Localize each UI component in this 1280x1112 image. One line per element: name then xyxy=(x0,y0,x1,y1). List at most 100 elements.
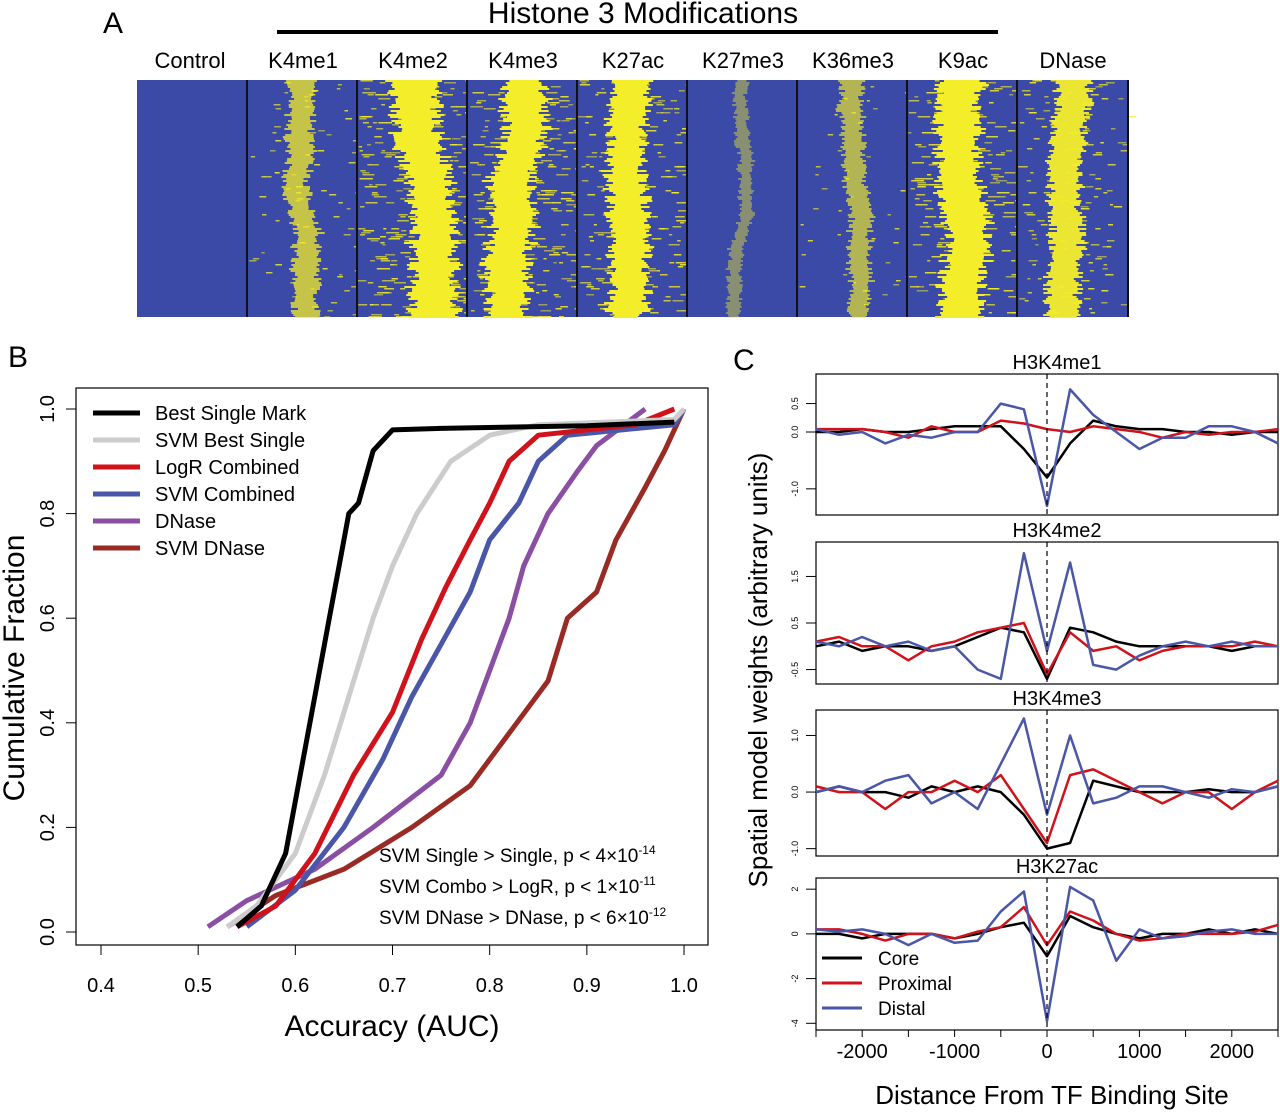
signal-speckle xyxy=(994,126,1007,128)
signal-speckle xyxy=(397,160,410,162)
signal-band xyxy=(617,288,645,290)
signal-speckle xyxy=(1002,202,1015,204)
signal-speckle xyxy=(853,282,857,284)
signal-speckle xyxy=(358,280,367,282)
signal-band xyxy=(288,202,309,204)
signal-speckle xyxy=(1021,90,1031,92)
signal-speckle xyxy=(1073,288,1083,290)
signal-speckle xyxy=(442,274,447,276)
signal-band xyxy=(506,150,539,152)
signal-band xyxy=(487,282,527,284)
signal-band xyxy=(943,124,975,126)
signal-speckle xyxy=(430,126,434,128)
signal-speckle xyxy=(1041,126,1048,128)
signal-band xyxy=(291,258,321,260)
signal-band xyxy=(486,226,541,228)
signal-band xyxy=(734,144,751,146)
signal-band xyxy=(946,218,986,220)
signal-band xyxy=(947,296,979,298)
signal-band xyxy=(842,142,867,144)
signal-band xyxy=(410,222,458,224)
signal-speckle xyxy=(1049,234,1057,236)
signal-speckle xyxy=(542,194,555,196)
signal-speckle xyxy=(1106,190,1113,192)
signal-speckle xyxy=(599,156,603,158)
signal-band xyxy=(1045,174,1083,176)
signal-band xyxy=(851,264,867,266)
signal-speckle xyxy=(617,144,624,146)
signal-speckle xyxy=(939,112,946,114)
signal-speckle xyxy=(991,174,1000,176)
signal-band xyxy=(503,158,534,160)
signal-speckle xyxy=(514,106,523,108)
signal-speckle xyxy=(1027,148,1033,150)
signal-band xyxy=(737,136,749,138)
signal-band xyxy=(842,122,863,124)
signal-band xyxy=(939,170,979,172)
signal-speckle xyxy=(1089,270,1094,272)
signal-speckle xyxy=(971,112,980,114)
signal-band xyxy=(1051,136,1085,138)
y-tick-label: 0.0 xyxy=(37,918,59,946)
signal-speckle xyxy=(370,164,379,166)
signal-band xyxy=(609,210,644,212)
signal-speckle xyxy=(629,190,640,192)
signal-speckle xyxy=(1081,280,1090,282)
signal-speckle xyxy=(595,94,599,96)
signal-speckle xyxy=(1107,164,1116,166)
signal-band xyxy=(847,306,867,308)
signal-band xyxy=(943,198,980,200)
signal-band xyxy=(735,110,749,112)
signal-speckle xyxy=(964,266,975,268)
signal-speckle xyxy=(344,290,350,292)
signal-band xyxy=(940,172,976,174)
signal-speckle xyxy=(510,198,521,200)
distal-weight-line xyxy=(815,717,1279,816)
signal-speckle xyxy=(1063,248,1069,250)
signal-speckle xyxy=(656,104,665,106)
signal-speckle xyxy=(602,282,614,284)
signal-speckle xyxy=(1050,252,1057,254)
signal-band xyxy=(736,108,749,110)
signal-band xyxy=(282,180,308,182)
signal-band xyxy=(290,156,313,158)
signal-speckle xyxy=(857,122,862,124)
signal-speckle xyxy=(583,214,595,216)
signal-band xyxy=(734,90,748,92)
signal-speckle xyxy=(955,94,968,96)
signal-band xyxy=(284,190,310,192)
signal-band xyxy=(392,148,447,150)
signal-speckle xyxy=(987,260,995,262)
signal-speckle xyxy=(391,228,400,230)
signal-speckle xyxy=(678,90,685,92)
signal-band xyxy=(404,200,456,202)
signal-band xyxy=(938,178,976,180)
signal-speckle xyxy=(545,192,556,194)
signal-speckle xyxy=(1011,260,1016,262)
signal-band xyxy=(838,88,866,90)
signal-speckle xyxy=(1018,166,1028,168)
signal-speckle xyxy=(1076,196,1080,198)
signal-speckle xyxy=(561,120,570,122)
signal-speckle xyxy=(292,224,300,226)
signal-speckle xyxy=(985,228,998,230)
signal-speckle xyxy=(485,208,495,210)
signal-band xyxy=(1051,192,1078,194)
signal-speckle xyxy=(964,184,977,186)
signal-speckle xyxy=(1061,96,1066,98)
signal-band xyxy=(406,294,459,296)
signal-speckle xyxy=(259,196,267,198)
signal-speckle xyxy=(1080,108,1088,110)
signal-band xyxy=(1049,166,1078,168)
signal-speckle xyxy=(651,216,658,218)
signal-band xyxy=(502,132,548,134)
signal-band xyxy=(942,310,981,312)
annotation-exponent: -14 xyxy=(638,843,656,857)
signal-speckle xyxy=(535,178,539,180)
signal-band xyxy=(736,230,749,232)
signal-speckle xyxy=(940,160,944,162)
signal-speckle xyxy=(429,242,439,244)
signal-band xyxy=(294,300,314,302)
signal-band xyxy=(733,132,751,134)
signal-speckle xyxy=(310,132,317,134)
